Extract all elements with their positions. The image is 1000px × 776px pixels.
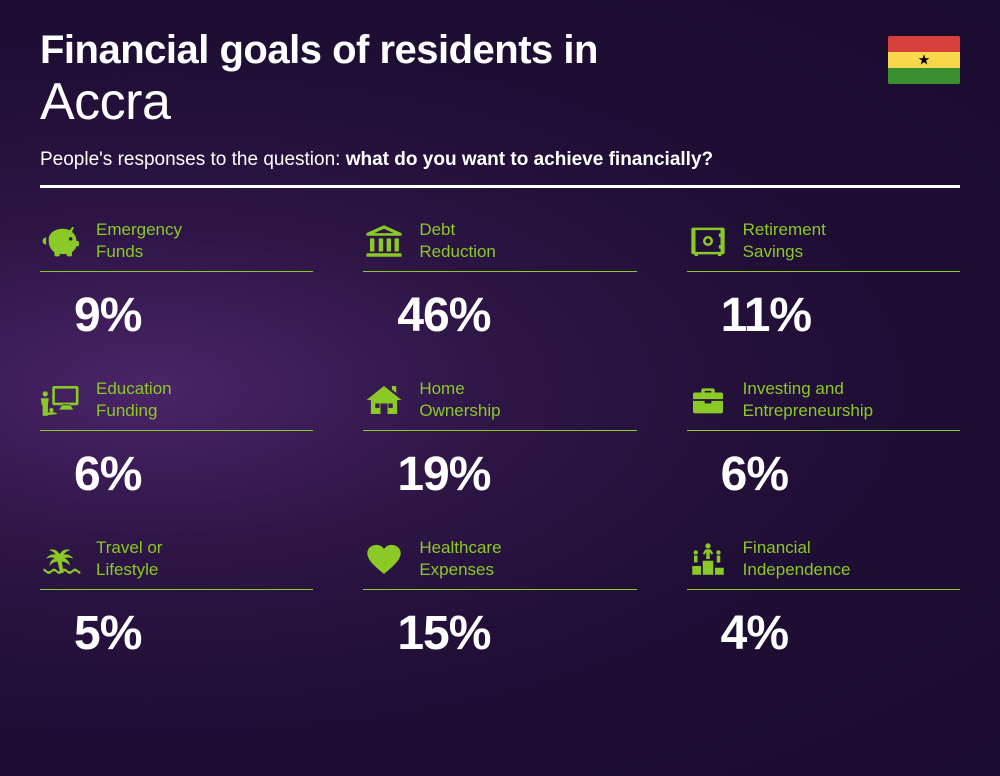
card-healthcare: Healthcare Expenses 15% <box>363 536 636 661</box>
header-divider <box>40 185 960 188</box>
card-financial-independence: Financial Independence 4% <box>687 536 960 661</box>
header: Financial goals of residents in Accra ★ … <box>40 28 960 188</box>
flag-stripe-green <box>888 68 960 84</box>
subtitle-bold: what do you want to achieve financially? <box>346 149 713 170</box>
piggy-bank-icon <box>40 220 82 262</box>
heart-pulse-icon <box>363 538 405 580</box>
card-label: Debt Reduction <box>419 219 496 262</box>
card-value: 46% <box>397 288 636 343</box>
title-line2: Accra <box>40 74 960 131</box>
flag-ghana: ★ <box>888 36 960 84</box>
card-label: Education Funding <box>96 378 172 421</box>
flag-stripe-red <box>888 36 960 52</box>
card-header: Financial Independence <box>687 536 960 590</box>
title-line1: Financial goals of residents in <box>40 28 960 72</box>
card-label: Retirement Savings <box>743 219 826 262</box>
podium-icon <box>687 538 729 580</box>
card-investing: Investing and Entrepreneurship 6% <box>687 377 960 502</box>
card-header: Investing and Entrepreneurship <box>687 377 960 431</box>
card-value: 5% <box>74 606 313 661</box>
card-emergency-funds: Emergency Funds 9% <box>40 218 313 343</box>
card-value: 19% <box>397 447 636 502</box>
safe-icon <box>687 220 729 262</box>
card-travel-lifestyle: Travel or Lifestyle 5% <box>40 536 313 661</box>
subtitle-prefix: People's responses to the question: <box>40 149 346 170</box>
palm-icon <box>40 538 82 580</box>
flag-stripe-yellow: ★ <box>888 52 960 68</box>
card-header: Home Ownership <box>363 377 636 431</box>
card-label: Travel or Lifestyle <box>96 537 162 580</box>
card-label: Home Ownership <box>419 378 500 421</box>
card-education-funding: Education Funding 6% <box>40 377 313 502</box>
card-value: 15% <box>397 606 636 661</box>
bank-icon <box>363 220 405 262</box>
card-value: 6% <box>721 447 960 502</box>
card-value: 6% <box>74 447 313 502</box>
card-header: Retirement Savings <box>687 218 960 272</box>
briefcase-icon <box>687 379 729 421</box>
cards-grid: Emergency Funds 9% Debt Reduction 46% Re… <box>40 218 960 661</box>
card-value: 9% <box>74 288 313 343</box>
card-label: Financial Independence <box>743 537 851 580</box>
card-label: Healthcare Expenses <box>419 537 501 580</box>
card-header: Travel or Lifestyle <box>40 536 313 590</box>
card-value: 4% <box>721 606 960 661</box>
card-label: Investing and Entrepreneurship <box>743 378 873 421</box>
card-header: Healthcare Expenses <box>363 536 636 590</box>
card-header: Emergency Funds <box>40 218 313 272</box>
card-debt-reduction: Debt Reduction 46% <box>363 218 636 343</box>
house-icon <box>363 379 405 421</box>
card-header: Education Funding <box>40 377 313 431</box>
card-value: 11% <box>721 288 960 343</box>
subtitle: People's responses to the question: what… <box>40 149 960 171</box>
card-label: Emergency Funds <box>96 219 182 262</box>
flag-star-icon: ★ <box>918 53 931 67</box>
card-retirement-savings: Retirement Savings 11% <box>687 218 960 343</box>
education-icon <box>40 379 82 421</box>
card-home-ownership: Home Ownership 19% <box>363 377 636 502</box>
card-header: Debt Reduction <box>363 218 636 272</box>
